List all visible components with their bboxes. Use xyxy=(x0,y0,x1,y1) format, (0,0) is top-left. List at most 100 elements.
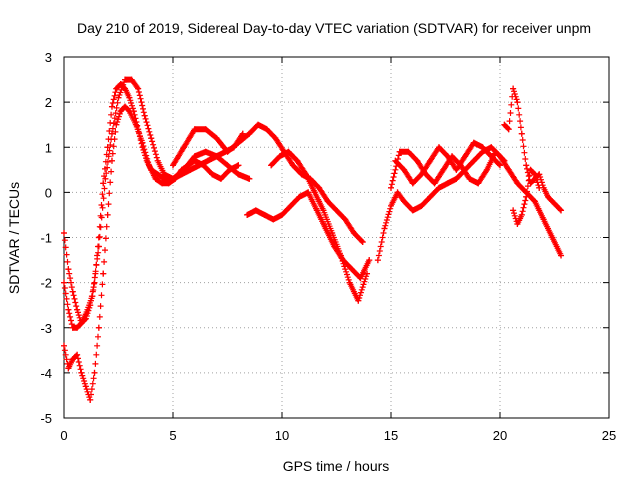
data-point xyxy=(505,166,512,173)
data-point xyxy=(549,198,556,205)
data-point xyxy=(558,252,565,259)
data-point xyxy=(170,175,176,182)
data-point xyxy=(435,144,442,151)
data-point xyxy=(440,166,447,173)
data-point xyxy=(302,171,309,178)
data-point xyxy=(95,243,102,250)
data-point xyxy=(316,184,323,191)
data-point xyxy=(414,157,421,164)
data-point xyxy=(235,162,242,169)
data-point xyxy=(272,135,279,142)
data-point xyxy=(514,99,521,106)
data-point xyxy=(409,207,416,214)
data-point xyxy=(139,139,146,146)
data-point xyxy=(510,207,517,214)
series-track-11 xyxy=(510,166,543,227)
data-point xyxy=(394,189,401,196)
data-point xyxy=(213,153,220,160)
data-point xyxy=(141,112,148,119)
data-point xyxy=(69,288,76,295)
data-point xyxy=(333,207,340,214)
data-point xyxy=(154,157,161,164)
y-tick-label: -4 xyxy=(40,366,52,381)
data-point xyxy=(544,193,551,200)
data-point xyxy=(159,180,166,187)
data-point xyxy=(518,211,525,218)
data-point xyxy=(246,130,253,137)
data-point xyxy=(148,135,155,142)
data-point xyxy=(74,351,81,358)
y-tick-label: 0 xyxy=(45,185,52,200)
data-point xyxy=(536,184,543,191)
data-point xyxy=(89,293,96,300)
data-point xyxy=(475,180,482,187)
data-point xyxy=(180,144,187,151)
y-axis-label: SDTVAR / TECUs xyxy=(6,182,22,294)
axis-ticks xyxy=(63,56,610,419)
series-track-9 xyxy=(392,139,503,187)
series-track-6 xyxy=(268,148,371,304)
data-series xyxy=(61,76,565,403)
data-point xyxy=(224,148,231,155)
data-point xyxy=(279,211,285,218)
data-point xyxy=(115,94,122,101)
data-point xyxy=(255,121,262,128)
data-point xyxy=(65,365,72,372)
y-axis-tick-labels: -5 -4 -3 -2 -1 0 1 2 3 xyxy=(40,50,52,426)
series-markers xyxy=(268,148,370,304)
series-track-10 xyxy=(501,85,565,214)
data-point xyxy=(342,216,349,223)
data-point xyxy=(479,144,486,151)
data-point xyxy=(427,193,434,200)
data-point xyxy=(553,202,560,209)
data-point xyxy=(95,324,102,331)
series-track-7 xyxy=(374,144,565,264)
data-point xyxy=(418,171,425,178)
data-point xyxy=(126,94,133,101)
data-point xyxy=(146,162,153,169)
data-point xyxy=(470,157,477,164)
x-axis-tick-labels: 0 5 10 15 20 25 xyxy=(60,428,616,443)
y-tick-label: 3 xyxy=(45,50,52,65)
data-point xyxy=(191,153,198,160)
data-point xyxy=(294,157,301,164)
data-point xyxy=(355,297,362,304)
y-tick-label: -1 xyxy=(40,231,52,246)
data-point xyxy=(396,148,403,155)
data-point xyxy=(549,234,556,241)
series-markers xyxy=(61,76,253,331)
data-point xyxy=(388,184,394,191)
data-point xyxy=(270,216,277,223)
x-tick-label: 25 xyxy=(602,428,616,443)
data-point xyxy=(381,225,388,232)
data-point xyxy=(346,279,353,286)
data-point xyxy=(126,108,133,115)
data-point xyxy=(497,162,503,169)
data-point xyxy=(523,193,530,200)
y-tick-label: 2 xyxy=(45,95,52,110)
data-point xyxy=(170,162,176,169)
data-point xyxy=(435,184,442,191)
x-tick-label: 5 xyxy=(169,428,176,443)
series-markers xyxy=(501,85,564,214)
data-point xyxy=(287,202,294,209)
y-tick-label: -2 xyxy=(40,276,52,291)
data-point xyxy=(69,356,76,363)
data-point xyxy=(78,320,85,327)
data-point xyxy=(444,180,451,187)
data-point xyxy=(313,207,320,214)
data-point xyxy=(100,270,107,277)
data-point xyxy=(470,139,477,146)
data-point xyxy=(501,121,508,128)
data-point xyxy=(401,166,408,173)
series-track-4 xyxy=(170,121,366,246)
x-axis-label: GPS time / hours xyxy=(283,458,390,474)
series-markers xyxy=(374,144,564,264)
data-point xyxy=(246,175,253,182)
data-point xyxy=(510,85,517,92)
data-point xyxy=(427,157,434,164)
data-point xyxy=(61,342,67,349)
data-point xyxy=(87,396,94,403)
data-point xyxy=(213,135,220,142)
